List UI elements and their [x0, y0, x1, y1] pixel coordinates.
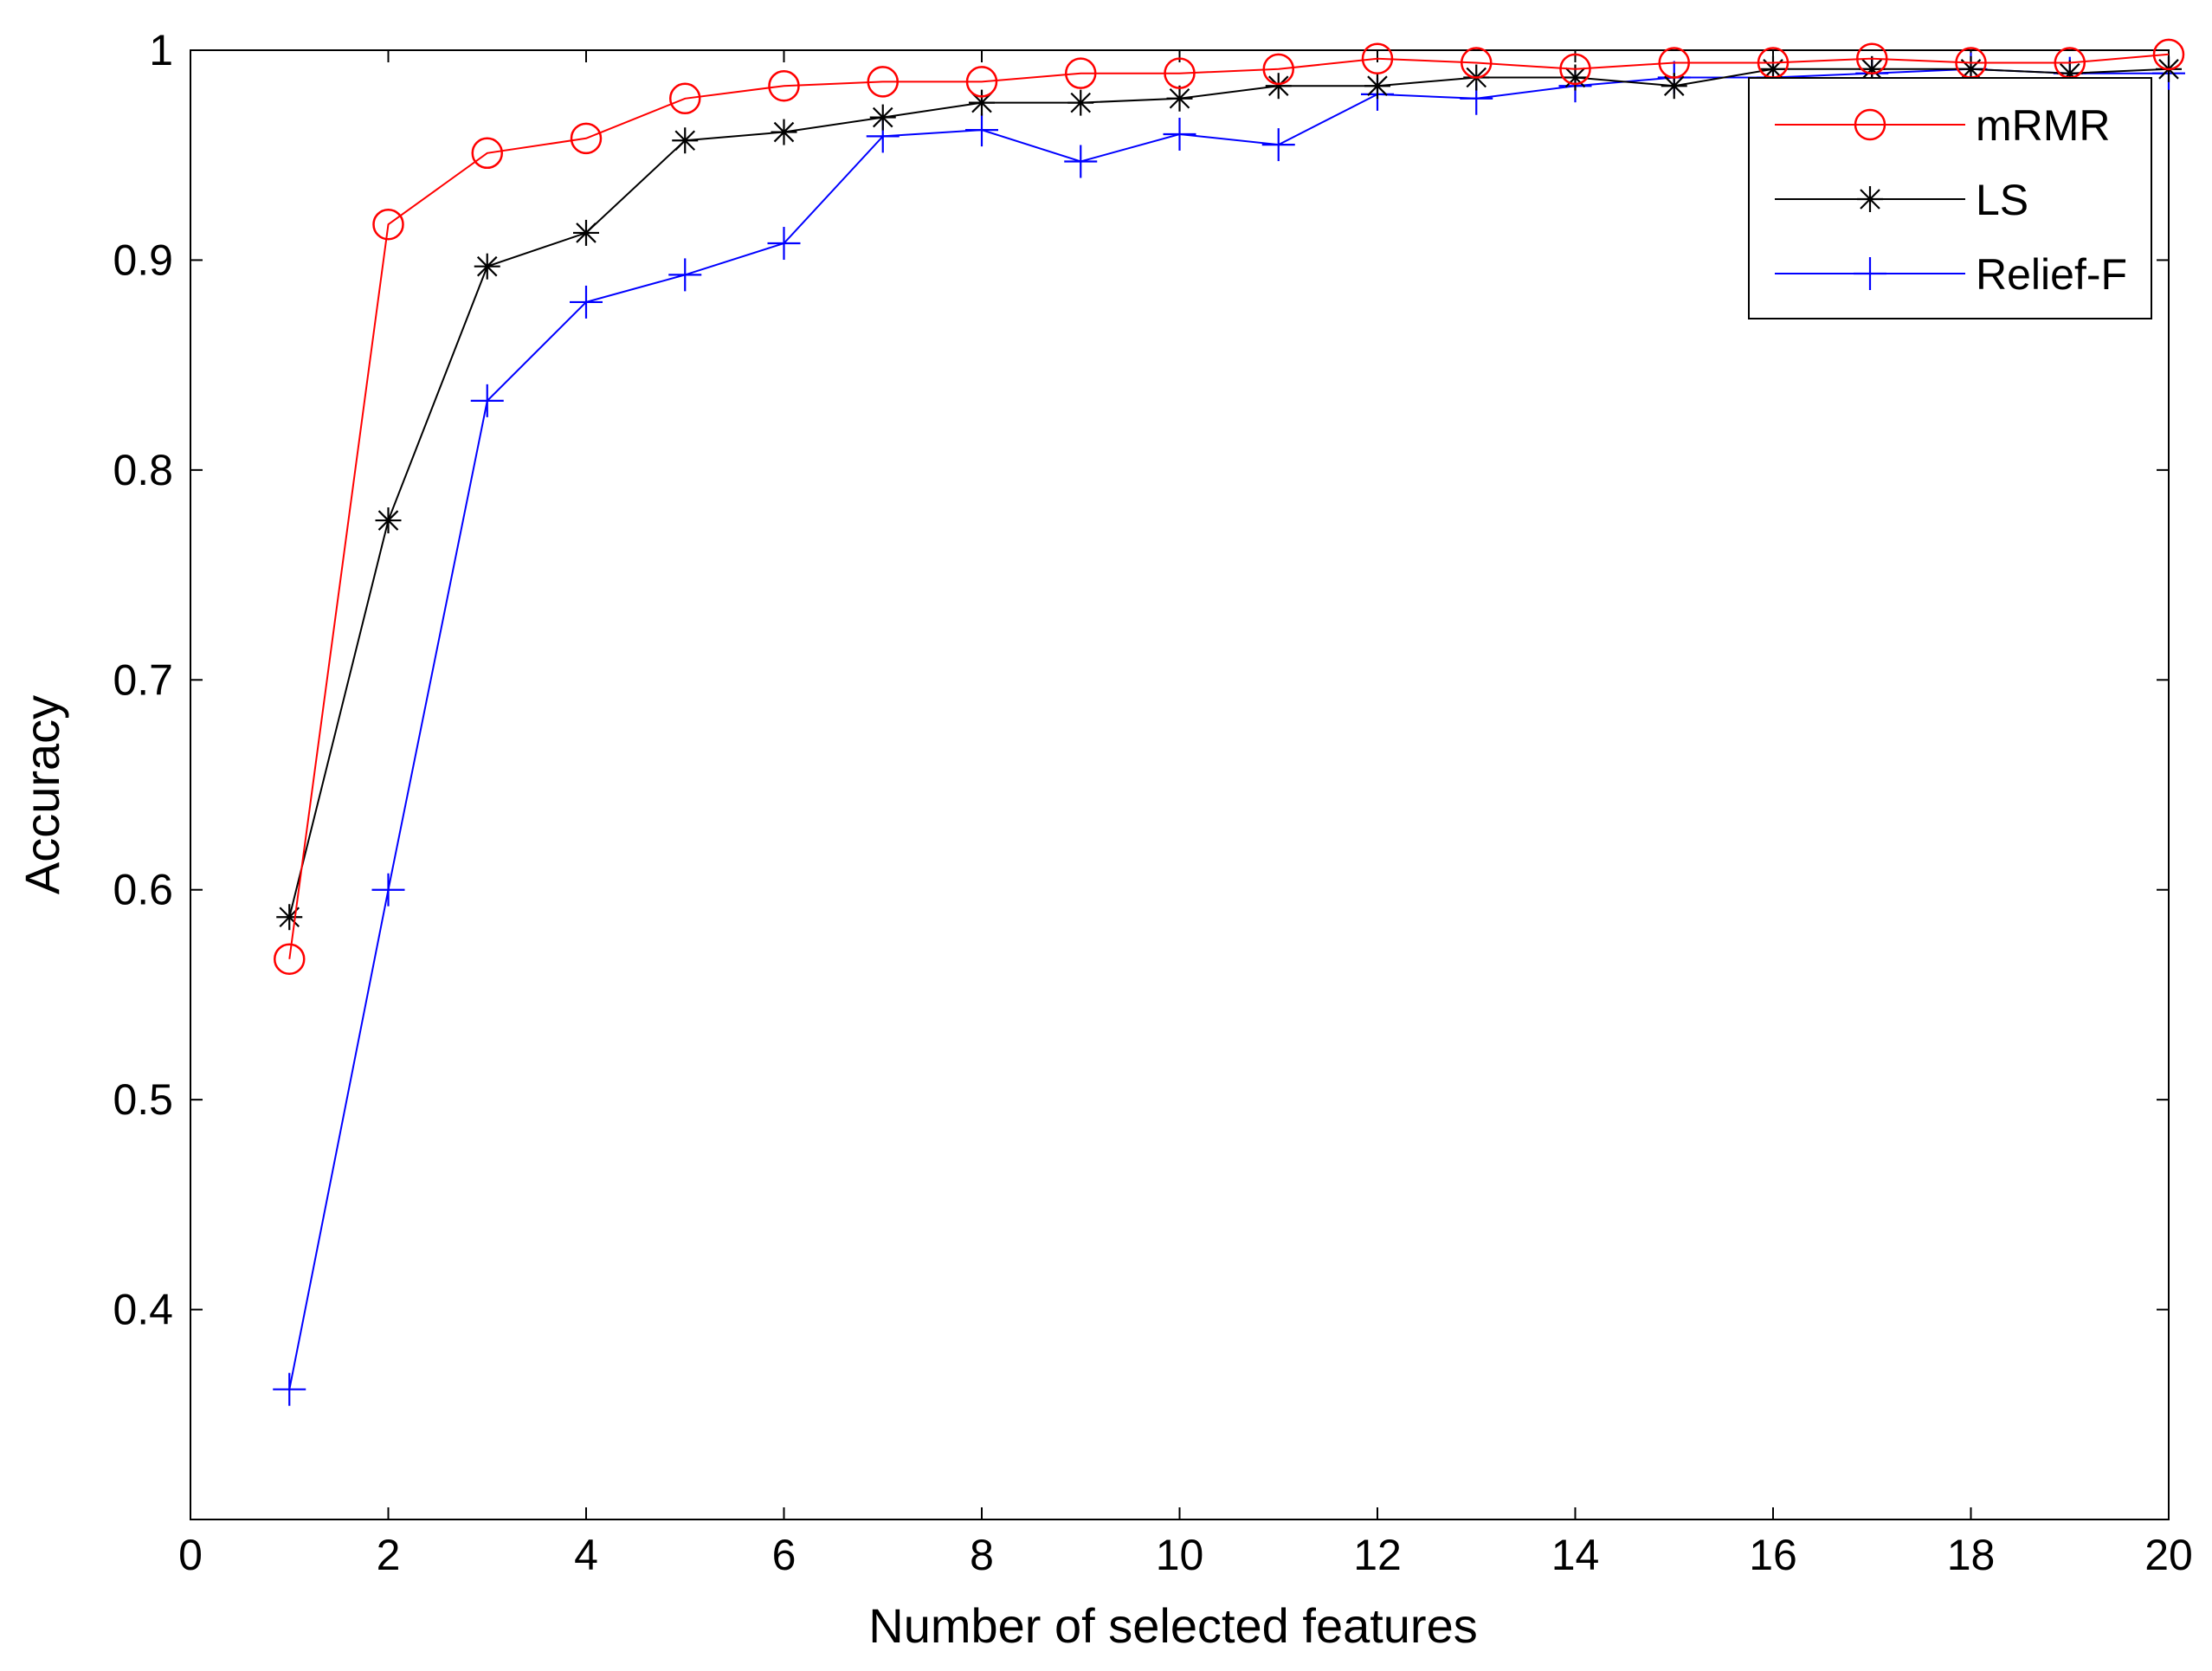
data-point-mrmr [471, 137, 503, 170]
legend-label-ls: LS [1976, 176, 2028, 224]
legend-marker-relief-f [1854, 257, 1886, 290]
y-tick-label: 1 [149, 26, 173, 74]
x-tick-label: 20 [2144, 1531, 2193, 1579]
data-point-ls [1265, 73, 1292, 100]
legend-label-relief-f: Relief-F [1976, 250, 2127, 299]
data-point-relief-f [767, 227, 801, 261]
data-point-mrmr [1559, 53, 1591, 86]
data-point-ls [1166, 85, 1193, 112]
data-point-relief-f [965, 113, 998, 147]
y-tick-label: 0.8 [113, 446, 173, 494]
data-point-ls [672, 127, 699, 154]
data-point-mrmr [2152, 38, 2185, 71]
x-tick-label: 6 [772, 1531, 796, 1579]
x-tick-label: 0 [178, 1531, 203, 1579]
data-point-ls [1562, 64, 1589, 91]
legend-item-mrmr: mRMR [1775, 101, 2111, 150]
legend-marker-mrmr [1854, 108, 1886, 141]
data-point-relief-f [273, 1372, 306, 1406]
data-point-relief-f [470, 384, 504, 417]
data-point-mrmr [1461, 47, 1493, 79]
data-point-mrmr [1164, 57, 1196, 89]
data-point-ls [869, 104, 896, 131]
data-point-ls [1067, 89, 1094, 116]
series-line-ls [288, 68, 2170, 918]
x-tick-label: 14 [1551, 1531, 1600, 1579]
x-tick-label: 10 [1156, 1531, 1204, 1579]
ticks-group: 0 2 4 6 8 10 12 14 16 18 20 0.4 0.5 0.6 0.7 0.8 0.9 1 [113, 26, 2192, 1579]
data-point-ls [969, 89, 995, 116]
x-tick-label: 12 [1353, 1531, 1402, 1579]
data-point-mrmr [274, 943, 306, 975]
data-point-mrmr [570, 122, 603, 155]
data-point-ls [276, 904, 303, 931]
y-tick-label: 0.9 [113, 235, 173, 284]
series-mrmr [274, 38, 2185, 975]
data-point-relief-f [668, 258, 702, 292]
data-point-mrmr [669, 82, 701, 115]
x-axis-label: Number of selected features [868, 1598, 1477, 1653]
data-point-relief-f [570, 285, 603, 319]
data-point-mrmr [867, 66, 899, 98]
y-tick-label: 0.4 [113, 1286, 173, 1334]
data-point-ls [573, 219, 599, 246]
data-point-relief-f [1261, 128, 1295, 162]
data-point-mrmr [965, 66, 998, 98]
series-line-mrmr [288, 53, 2170, 959]
data-point-ls [1364, 73, 1390, 100]
data-point-mrmr [1065, 57, 1097, 89]
x-tick-label: 8 [970, 1531, 994, 1579]
data-point-relief-f [1064, 145, 1098, 178]
data-point-ls [474, 253, 500, 280]
data-point-mrmr [1658, 47, 1690, 79]
y-axis-label: Accuracy [15, 695, 69, 894]
x-tick-label: 18 [1947, 1531, 1996, 1579]
data-point-ls [771, 119, 797, 145]
data-point-ls [375, 507, 402, 534]
legend-marker-ls [1857, 186, 1883, 212]
x-tick-label: 16 [1749, 1531, 1797, 1579]
data-point-mrmr [372, 208, 404, 241]
x-tick-label: 4 [574, 1531, 598, 1579]
x-tick-label: 2 [377, 1531, 401, 1579]
data-point-mrmr [1361, 42, 1394, 74]
legend-item-ls: LS [1775, 176, 2028, 224]
legend-item-relief-f: Relief-F [1775, 250, 2127, 299]
y-tick-label: 0.7 [113, 655, 173, 704]
y-tick-label: 0.5 [113, 1075, 173, 1124]
data-point-mrmr [1262, 53, 1294, 86]
legend: mRMR LS Relief-F [1748, 77, 2152, 319]
data-point-relief-f [1163, 117, 1196, 151]
legend-label-mrmr: mRMR [1976, 101, 2111, 150]
y-tick-label: 0.6 [113, 866, 173, 914]
data-point-mrmr [768, 69, 800, 102]
data-point-relief-f [371, 873, 405, 906]
data-point-mrmr [1856, 42, 1888, 74]
series-ls [276, 55, 2182, 931]
